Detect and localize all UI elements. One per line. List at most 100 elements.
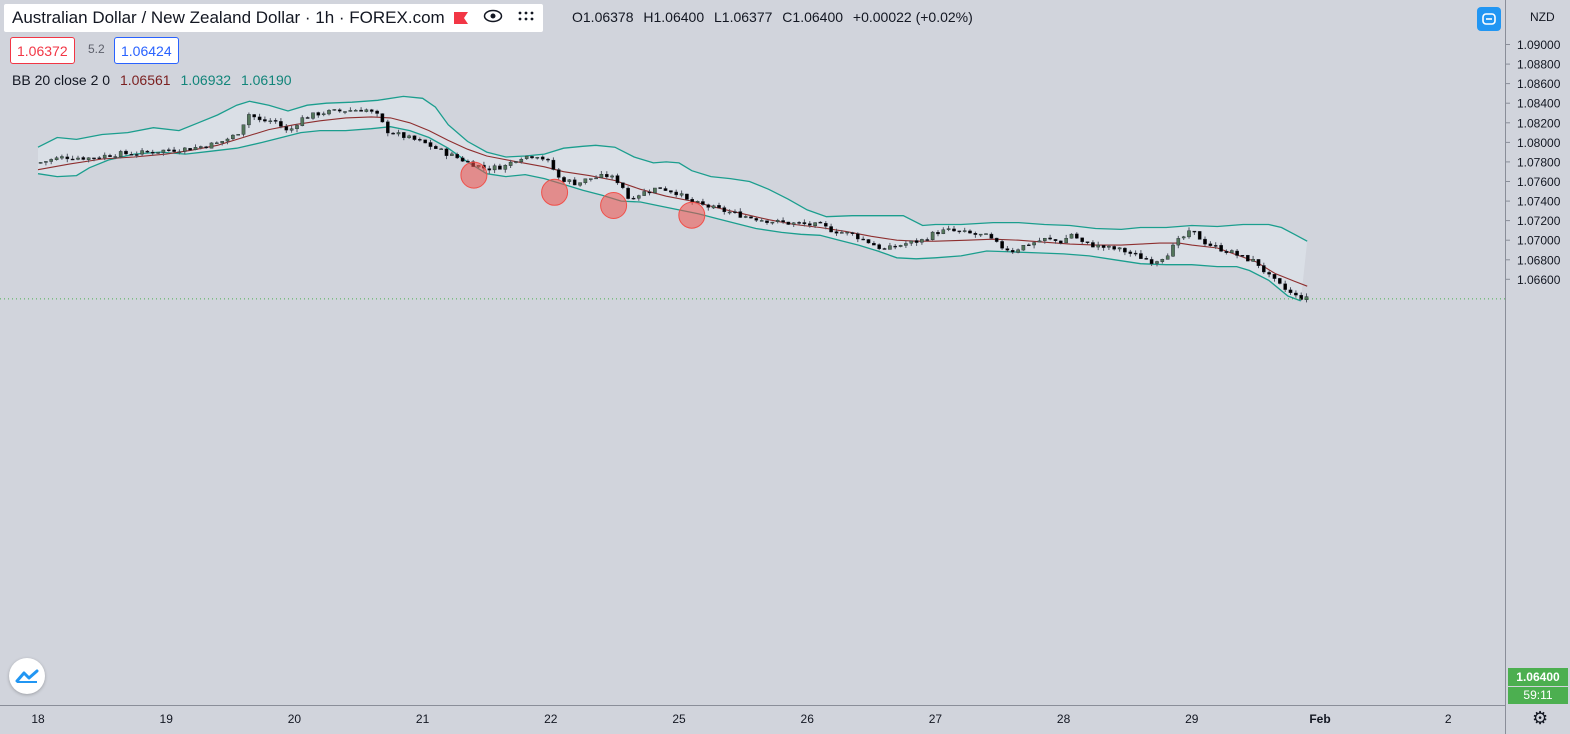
candle-body — [284, 126, 289, 131]
time-tick-label: 19 — [160, 712, 174, 726]
candle-body — [428, 142, 433, 147]
candle-body — [321, 113, 326, 115]
candle-body — [1107, 245, 1111, 248]
candle-body — [786, 221, 791, 225]
candle-body — [225, 138, 230, 142]
candle-body — [1240, 254, 1245, 257]
tradingview-logo-icon[interactable] — [9, 658, 45, 694]
candle-body — [829, 226, 833, 233]
price-tick-label: 1.06600 — [1517, 273, 1561, 287]
candle-body — [941, 229, 946, 234]
buy-price-button[interactable]: 1.06424 — [114, 37, 179, 64]
spread-value: 5.2 — [88, 42, 105, 56]
price-tick-label: 1.06800 — [1517, 253, 1561, 267]
fullscreen-toggle-icon[interactable] — [1477, 7, 1501, 31]
price-axis[interactable]: 1.09000 1.08800 1.08600 1.08400 1.08200 1.080… — [1505, 38, 1561, 287]
candle-body — [423, 139, 428, 144]
candle-body — [1032, 242, 1036, 246]
candle-body — [118, 151, 123, 157]
price-tick-label: 1.07400 — [1517, 195, 1561, 209]
candle-body — [236, 134, 241, 136]
candle-body — [1171, 244, 1175, 257]
candle-body — [54, 157, 59, 161]
candle-body — [273, 120, 278, 122]
candle-body — [572, 179, 577, 186]
bollinger-band-fill — [38, 96, 1308, 301]
candle-body — [1123, 247, 1127, 253]
candle-body — [1192, 230, 1197, 233]
time-axis[interactable]: 18 19 20 21 22 25 26 27 28 29 Feb 2 — [31, 712, 1452, 726]
candle-body — [364, 109, 369, 112]
candle-body — [86, 157, 91, 160]
last-price-label: 1.06400 — [1508, 668, 1568, 686]
candle-body — [65, 156, 70, 160]
flag-icon[interactable] — [453, 11, 469, 25]
candle-body — [455, 153, 460, 159]
price-tick-label: 1.07200 — [1517, 214, 1561, 228]
bollinger-legend[interactable]: BB 20 close 2 0 1.06561 1.06932 1.06190 — [12, 72, 292, 88]
candle-body — [647, 191, 652, 194]
candle-body — [1160, 259, 1165, 262]
more-icon[interactable] — [517, 9, 535, 27]
candle-body — [679, 193, 684, 196]
candle-body — [444, 148, 449, 156]
ohlc-high: H1.06400 — [643, 9, 705, 25]
candle-body — [150, 151, 155, 154]
candle-body — [743, 216, 748, 218]
ohlc-readout: O1.06378 H1.06400 L1.06377 C1.06400 +0.0… — [572, 9, 979, 25]
candle-body — [332, 109, 337, 111]
symbol-header[interactable]: Australian Dollar / New Zealand Dollar ·… — [4, 4, 543, 32]
candle-body — [1155, 261, 1159, 264]
candle-body — [300, 117, 305, 126]
candle-body — [946, 228, 951, 230]
candle-body — [797, 222, 801, 224]
candle-body — [759, 220, 764, 222]
candle-body — [1091, 242, 1095, 248]
candle-body — [369, 109, 374, 112]
candle-body — [872, 242, 876, 246]
candle-body — [701, 201, 705, 205]
time-tick-label: 28 — [1057, 712, 1071, 726]
candle-body — [524, 155, 529, 159]
candle-body — [439, 148, 444, 151]
candle-body — [214, 142, 219, 145]
candle-body — [76, 157, 80, 160]
price-tick-label: 1.07600 — [1517, 175, 1561, 189]
candle-body — [567, 179, 572, 182]
candle-body — [578, 182, 582, 186]
candle-body — [754, 218, 759, 221]
sell-price-button[interactable]: 1.06372 — [10, 37, 75, 64]
candle-body — [1256, 259, 1261, 266]
gear-icon[interactable]: ⚙ — [1532, 708, 1549, 728]
candle-body — [813, 222, 817, 227]
candle-body — [391, 132, 395, 135]
candle-body — [412, 135, 417, 140]
candle-body — [198, 146, 203, 148]
candle-body — [166, 149, 171, 151]
candle-body — [556, 169, 561, 178]
candle-body — [1261, 265, 1266, 273]
candle-body — [914, 240, 919, 243]
candle-body — [514, 161, 518, 163]
candle-body — [1112, 246, 1116, 250]
candle-body — [188, 148, 192, 151]
candle-body — [599, 173, 604, 178]
plot-area — [0, 0, 1505, 705]
candle-body — [674, 191, 678, 196]
candle-body — [845, 231, 849, 234]
price-tick-label: 1.08600 — [1517, 77, 1561, 91]
candle-body — [1304, 296, 1309, 301]
candle-body — [1021, 244, 1026, 251]
price-tick-label: 1.08400 — [1517, 97, 1561, 111]
candle-body — [658, 187, 662, 189]
eye-icon[interactable] — [483, 9, 503, 27]
candle-body — [631, 197, 636, 200]
candles-layer — [38, 107, 1309, 303]
candle-body — [1235, 250, 1239, 256]
candle-body — [1133, 252, 1138, 255]
candle-body — [1283, 283, 1287, 290]
candle-countdown: 59:11 — [1508, 687, 1568, 704]
candle-body — [193, 147, 198, 151]
